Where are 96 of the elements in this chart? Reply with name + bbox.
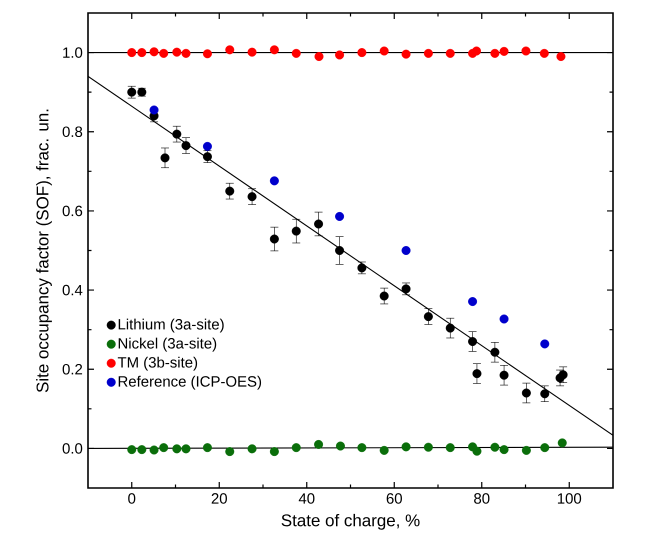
point <box>357 48 366 58</box>
point <box>202 443 212 452</box>
point <box>202 142 212 151</box>
point <box>270 234 279 244</box>
point <box>424 48 433 58</box>
point <box>357 443 366 452</box>
point <box>336 442 345 451</box>
x-tick-label: 40 <box>298 493 314 504</box>
point <box>270 176 279 186</box>
point <box>402 442 411 452</box>
point <box>335 50 344 60</box>
point <box>380 46 389 56</box>
y-tick-label: 1.0 <box>63 47 82 58</box>
point <box>522 446 531 455</box>
point <box>424 312 433 322</box>
point <box>558 438 567 448</box>
legend-label: TM (3b-site) <box>118 356 198 371</box>
point <box>160 153 170 162</box>
point <box>182 444 190 454</box>
point <box>446 48 455 58</box>
point <box>540 389 550 398</box>
point <box>248 444 257 454</box>
point <box>472 46 481 56</box>
x-tick-label: 0 <box>128 493 136 504</box>
point <box>521 46 530 56</box>
point <box>540 339 550 348</box>
y-tick-label: 0.0 <box>62 443 82 454</box>
point <box>522 388 531 398</box>
point <box>468 337 478 346</box>
point <box>182 48 190 58</box>
x-tick-label: 100 <box>558 493 582 504</box>
point <box>137 48 146 58</box>
point <box>292 226 301 236</box>
x-tick-label: 60 <box>386 493 402 504</box>
x-tick-label: 20 <box>212 493 227 504</box>
point <box>357 263 366 272</box>
y-tick-label: 0.6 <box>62 206 82 216</box>
y-tick-label: 0.2 <box>62 364 82 375</box>
point <box>270 447 279 456</box>
point <box>490 48 500 58</box>
point <box>137 445 146 454</box>
point <box>127 48 136 58</box>
point <box>500 445 509 454</box>
point <box>540 443 550 452</box>
point <box>270 45 279 54</box>
point <box>335 246 344 255</box>
point <box>248 48 257 57</box>
point <box>127 445 136 454</box>
point <box>172 444 182 454</box>
point <box>314 440 324 449</box>
point <box>335 212 344 221</box>
legend-label: Reference (ICP-OES) <box>118 376 262 390</box>
point <box>292 443 301 452</box>
x-axis-title: State of charge, % <box>282 514 420 530</box>
point <box>380 292 389 300</box>
point <box>150 446 159 454</box>
point <box>150 105 159 114</box>
point <box>472 446 482 456</box>
point <box>468 297 478 306</box>
point <box>500 314 509 324</box>
point <box>292 48 301 58</box>
point <box>424 442 433 452</box>
point <box>248 192 257 202</box>
y-tick-label: 0.8 <box>62 126 82 138</box>
y-axis-title: Site occupancy factor (SOF), frac. un. <box>36 110 52 392</box>
point <box>314 219 324 228</box>
point <box>314 52 324 62</box>
point <box>402 246 411 255</box>
point <box>159 48 168 58</box>
point <box>500 46 509 56</box>
point <box>159 443 168 452</box>
point <box>446 324 455 333</box>
point <box>380 446 389 455</box>
point <box>490 348 500 357</box>
point <box>490 442 500 452</box>
point <box>540 48 549 58</box>
point <box>172 48 182 57</box>
point <box>556 52 566 62</box>
y-tick-label: 0.4 <box>62 284 82 296</box>
point <box>472 369 482 378</box>
point <box>202 152 212 162</box>
point <box>446 443 455 452</box>
point <box>225 447 234 456</box>
point <box>182 141 190 150</box>
point <box>150 47 159 56</box>
point <box>402 50 411 59</box>
point <box>172 130 182 139</box>
legend-label: Lithium (3a-site) <box>118 318 224 333</box>
legend-label: Nickel (3a-site) <box>118 338 216 352</box>
point <box>225 45 234 54</box>
point <box>402 284 411 294</box>
x-tick-label: 80 <box>474 493 490 504</box>
point <box>127 88 136 97</box>
point <box>500 370 509 380</box>
point <box>225 186 234 196</box>
point <box>202 49 212 58</box>
